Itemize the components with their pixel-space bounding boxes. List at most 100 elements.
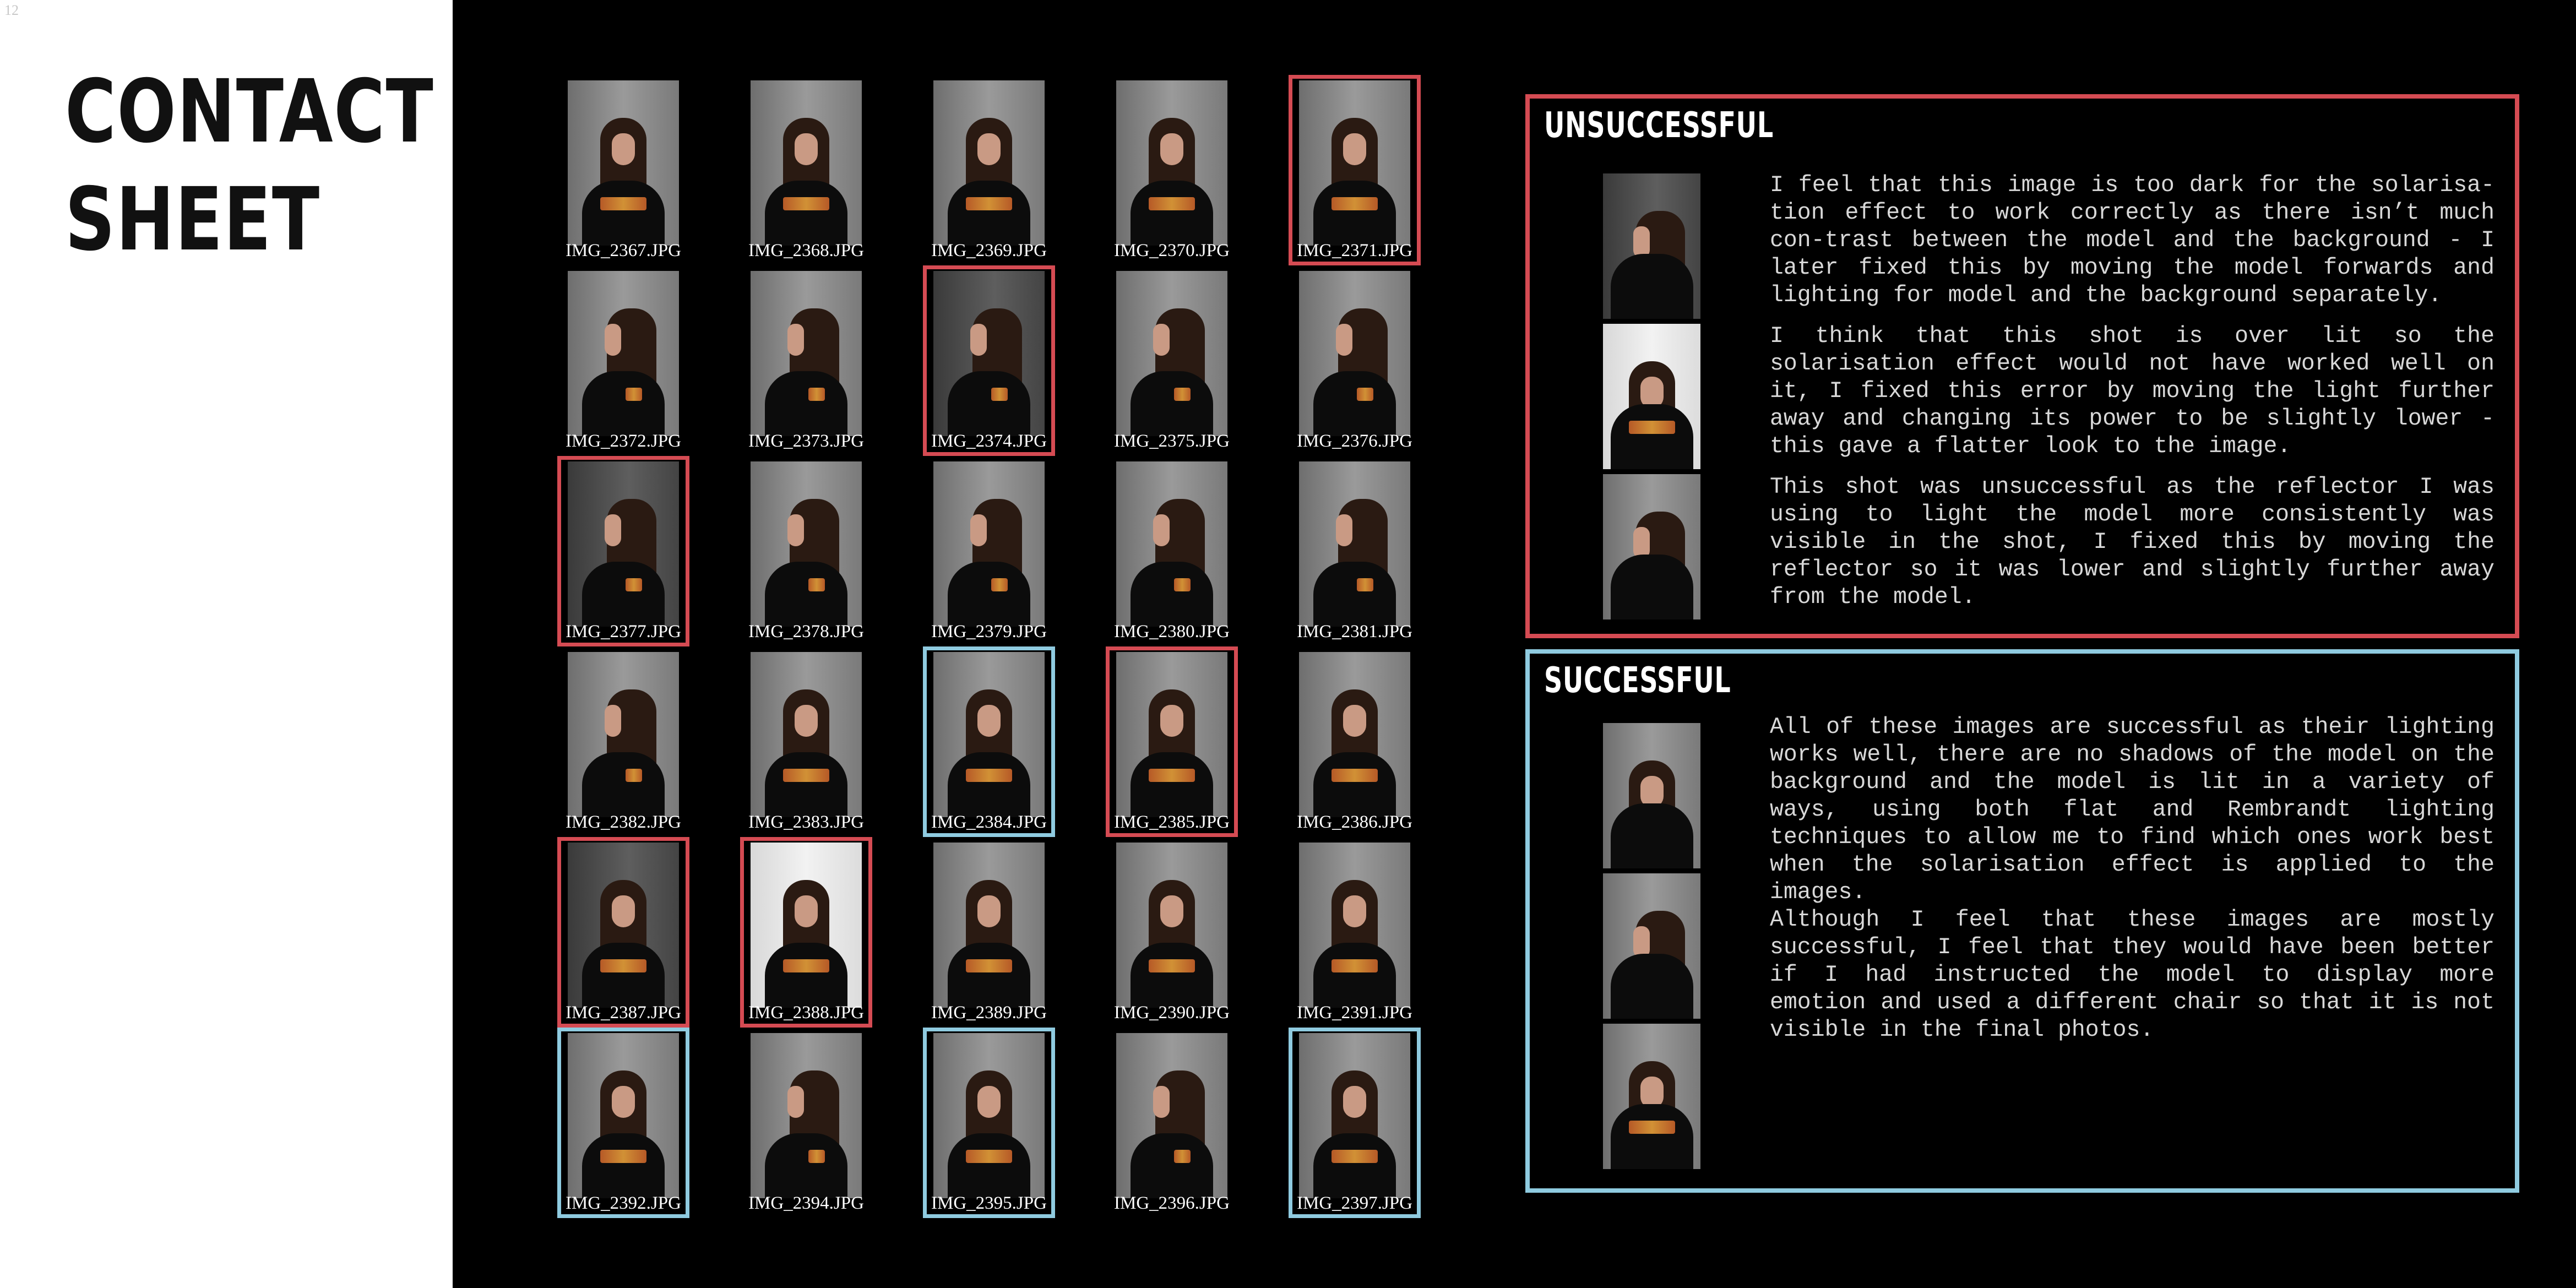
portrait-photo	[933, 271, 1045, 436]
portrait-photo	[568, 461, 679, 627]
successful-heading: SUCCESSFUL	[1544, 660, 1731, 701]
portrait-photo	[1299, 461, 1410, 627]
thumbnail-filename: IMG_2371.JPG	[1297, 241, 1412, 260]
contact-thumbnail: IMG_2391.JPG	[1289, 837, 1421, 1028]
portrait-photo	[1299, 843, 1410, 1008]
unsuccessful-photo-reflector	[1603, 474, 1700, 619]
thumbnail-filename: IMG_2379.JPG	[931, 622, 1047, 642]
unsuccessful-thumbnails	[1603, 173, 1700, 619]
successful-photo-1	[1603, 723, 1700, 868]
thumbnail-filename: IMG_2378.JPG	[748, 622, 864, 642]
thumbnail-filename: IMG_2394.JPG	[748, 1193, 864, 1213]
successful-paragraph-1: All of these images are successful as th…	[1770, 714, 2495, 905]
thumbnail-filename: IMG_2387.JPG	[566, 1003, 681, 1023]
thumbnail-filename: IMG_2383.JPG	[748, 812, 864, 832]
page-title-line-1: CONTACT	[65, 61, 434, 162]
thumbnail-filename: IMG_2392.JPG	[566, 1193, 681, 1213]
thumbnail-filename: IMG_2382.JPG	[566, 812, 681, 832]
portrait-photo	[751, 271, 862, 436]
unsuccessful-panel: UNSUCCESSFUL I feel that this image is t…	[1525, 94, 2519, 638]
left-page: 12 CONTACT SHEET	[0, 0, 453, 1288]
contact-thumbnail: IMG_2368.JPG	[740, 75, 872, 265]
contact-thumbnail: IMG_2380.JPG	[1106, 456, 1238, 646]
portrait-photo	[1116, 652, 1227, 817]
unsuccessful-paragraph-3: This shot was unsuccessful as the reflec…	[1770, 474, 2495, 610]
portrait-photo	[1116, 843, 1227, 1008]
thumbnail-filename: IMG_2380.JPG	[1114, 622, 1230, 642]
unsuccessful-photo-dark	[1603, 173, 1700, 319]
portrait-photo	[751, 1033, 862, 1198]
unsuccessful-photo-overlit	[1603, 324, 1700, 469]
thumbnail-filename: IMG_2370.JPG	[1114, 241, 1230, 260]
portrait-photo	[1116, 461, 1227, 627]
portrait-photo	[568, 652, 679, 817]
portrait-photo	[933, 1033, 1045, 1198]
thumbnail-filename: IMG_2395.JPG	[931, 1193, 1047, 1213]
portrait-photo	[1299, 271, 1410, 436]
thumbnail-filename: IMG_2389.JPG	[931, 1003, 1047, 1023]
thumbnail-filename: IMG_2376.JPG	[1297, 431, 1412, 451]
contact-thumbnail: IMG_2369.JPG	[923, 75, 1055, 265]
portrait-photo	[568, 1033, 679, 1198]
thumbnail-filename: IMG_2388.JPG	[748, 1003, 864, 1023]
contact-sheet-grid: IMG_2367.JPG IMG_2368.JPG IMG_2369.JPG IMG_…	[557, 75, 1421, 1218]
unsuccessful-paragraph-2: I think that this shot is over lit so th…	[1770, 323, 2495, 459]
portrait-photo	[933, 461, 1045, 627]
contact-thumbnail: IMG_2370.JPG	[1106, 75, 1238, 265]
thumbnail-filename: IMG_2369.JPG	[931, 241, 1047, 260]
page-number: 12	[4, 2, 19, 18]
contact-thumbnail: IMG_2378.JPG	[740, 456, 872, 646]
portrait-photo	[751, 843, 862, 1008]
portrait-photo	[1299, 80, 1410, 246]
contact-thumbnail: IMG_2381.JPG	[1289, 456, 1421, 646]
successful-panel: SUCCESSFUL All of these images are succe…	[1525, 649, 2519, 1193]
portrait-photo	[1116, 80, 1227, 246]
contact-thumbnail: IMG_2383.JPG	[740, 646, 872, 837]
contact-thumbnail: IMG_2373.JPG	[740, 265, 872, 456]
successful-thumbnails	[1603, 723, 1700, 1169]
contact-thumbnail: IMG_2367.JPG	[557, 75, 689, 265]
thumbnail-filename: IMG_2386.JPG	[1297, 812, 1412, 832]
thumbnail-filename: IMG_2368.JPG	[748, 241, 864, 260]
portrait-photo	[751, 80, 862, 246]
contact-thumbnail: IMG_2384.JPG	[923, 646, 1055, 837]
thumbnail-filename: IMG_2396.JPG	[1114, 1193, 1230, 1213]
contact-thumbnail: IMG_2390.JPG	[1106, 837, 1238, 1028]
contact-thumbnail: IMG_2372.JPG	[557, 265, 689, 456]
portrait-photo	[1299, 652, 1410, 817]
successful-photo-2	[1603, 873, 1700, 1019]
thumbnail-filename: IMG_2372.JPG	[566, 431, 681, 451]
portrait-photo	[751, 461, 862, 627]
unsuccessful-text: I feel that this image is too dark for t…	[1770, 172, 2495, 624]
contact-thumbnail: IMG_2379.JPG	[923, 456, 1055, 646]
thumbnail-filename: IMG_2385.JPG	[1114, 812, 1230, 832]
contact-thumbnail: IMG_2397.JPG	[1289, 1028, 1421, 1218]
thumbnail-filename: IMG_2390.JPG	[1114, 1003, 1230, 1023]
contact-thumbnail: IMG_2396.JPG	[1106, 1028, 1238, 1218]
portrait-photo	[933, 843, 1045, 1008]
successful-photo-3	[1603, 1024, 1700, 1169]
thumbnail-filename: IMG_2391.JPG	[1297, 1003, 1412, 1023]
thumbnail-filename: IMG_2374.JPG	[931, 431, 1047, 451]
thumbnail-filename: IMG_2381.JPG	[1297, 622, 1412, 642]
contact-thumbnail: IMG_2387.JPG	[557, 837, 689, 1028]
portrait-photo	[568, 271, 679, 436]
portrait-photo	[568, 843, 679, 1008]
contact-thumbnail: IMG_2374.JPG	[923, 265, 1055, 456]
contact-thumbnail: IMG_2394.JPG	[740, 1028, 872, 1218]
portrait-photo	[1116, 271, 1227, 436]
contact-thumbnail: IMG_2389.JPG	[923, 837, 1055, 1028]
thumbnail-filename: IMG_2367.JPG	[566, 241, 681, 260]
contact-thumbnail: IMG_2371.JPG	[1289, 75, 1421, 265]
portrait-photo	[568, 80, 679, 246]
thumbnail-filename: IMG_2375.JPG	[1114, 431, 1230, 451]
contact-thumbnail: IMG_2385.JPG	[1106, 646, 1238, 837]
contact-thumbnail: IMG_2392.JPG	[557, 1028, 689, 1218]
contact-thumbnail: IMG_2386.JPG	[1289, 646, 1421, 837]
successful-paragraph-2: Although I feel that these images are mo…	[1770, 907, 2495, 1043]
thumbnail-filename: IMG_2373.JPG	[748, 431, 864, 451]
unsuccessful-heading: UNSUCCESSFUL	[1544, 105, 1774, 146]
contact-thumbnail: IMG_2376.JPG	[1289, 265, 1421, 456]
portrait-photo	[1116, 1033, 1227, 1198]
portrait-photo	[933, 652, 1045, 817]
